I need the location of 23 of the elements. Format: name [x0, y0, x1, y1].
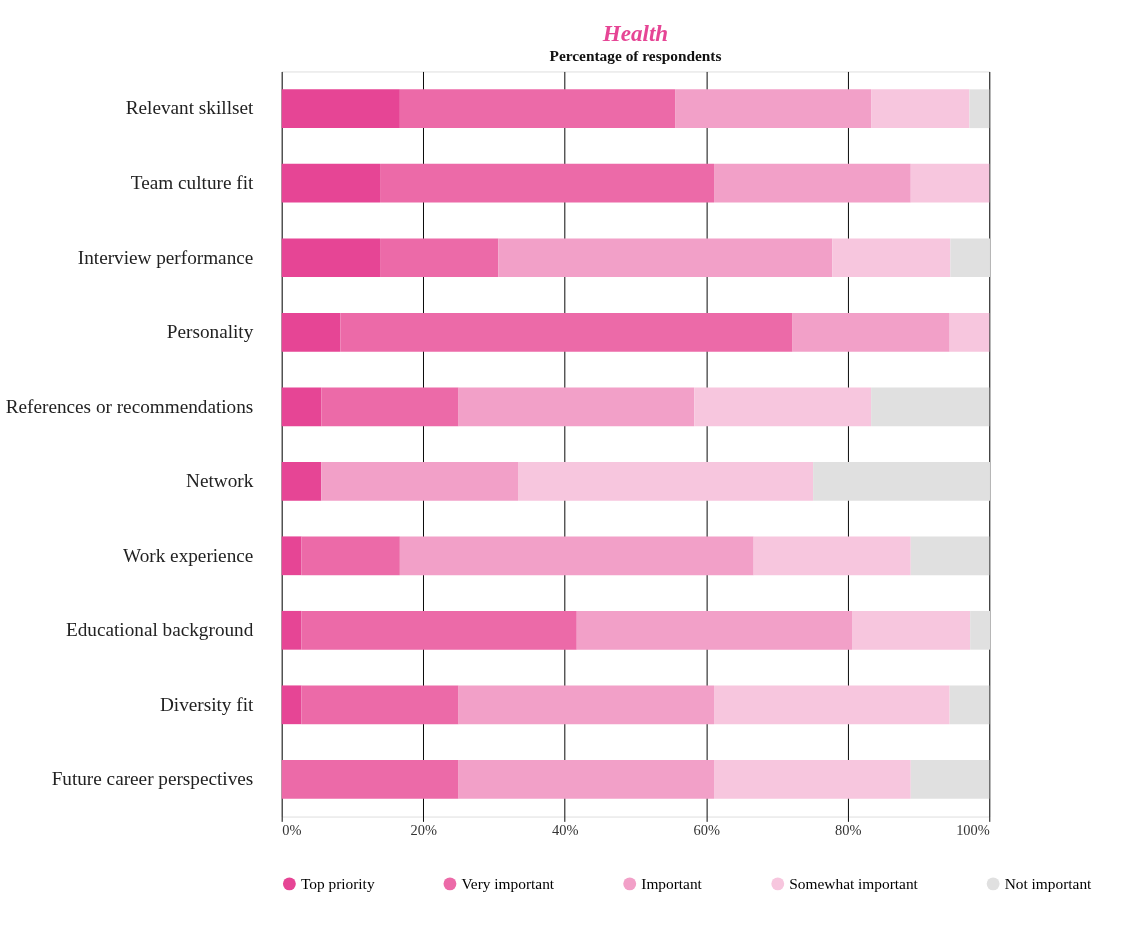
y-tick-label: Relevant skillset: [125, 97, 254, 119]
x-tick-label: 0%: [282, 822, 302, 839]
chart-subtitle: Percentage of respondents: [549, 46, 722, 64]
y-tick-label: Future career perspectives: [51, 768, 254, 790]
y-tick-label: Team culture fit: [130, 172, 254, 194]
legend-label: Top priority: [300, 874, 375, 892]
y-tick-label: Interview performance: [77, 246, 254, 268]
y-tick-label: Diversity fit: [159, 693, 254, 715]
chart-title: Health: [601, 19, 669, 46]
y-tick-label: Personality: [166, 321, 254, 343]
x-tick-label: 100%: [956, 822, 990, 839]
y-tick-label: Network: [186, 470, 254, 492]
x-tick-label: 40%: [552, 822, 579, 839]
legend-label: Not important: [1004, 874, 1093, 892]
x-tick-label: 80%: [835, 822, 862, 839]
y-tick-label: References or recommendations: [5, 395, 254, 417]
x-tick-label: 20%: [410, 822, 437, 839]
legend-label: Important: [641, 874, 703, 892]
y-tick-label: Educational background: [66, 619, 254, 641]
legend-label: Very important: [461, 874, 555, 892]
x-tick-label: 60%: [693, 822, 720, 839]
legend-label: Somewhat important: [789, 874, 919, 892]
y-tick-label: Work experience: [123, 544, 254, 566]
